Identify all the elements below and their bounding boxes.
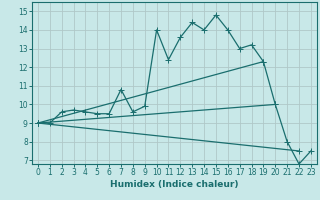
X-axis label: Humidex (Indice chaleur): Humidex (Indice chaleur) <box>110 180 239 189</box>
